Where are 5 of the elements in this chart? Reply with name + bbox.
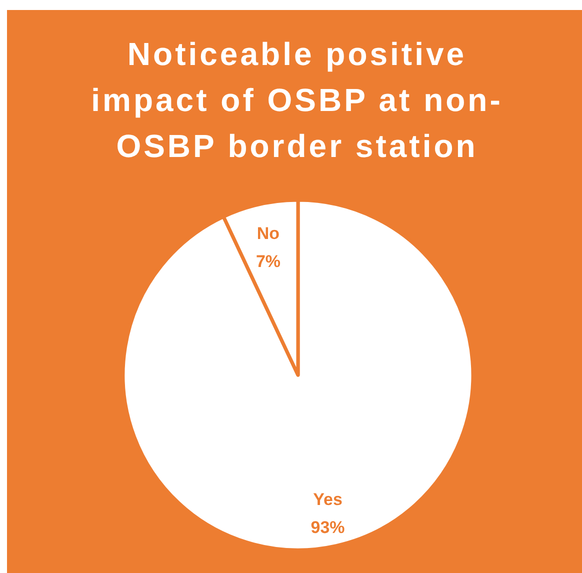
data-label: 7%	[256, 252, 281, 271]
chart-title: Noticeable positive impact of OSBP at non-OSBP border station	[91, 36, 503, 164]
slice-label: Yes	[313, 490, 342, 510]
slice-label: No	[256, 224, 280, 243]
data-label: 93%	[310, 518, 345, 538]
